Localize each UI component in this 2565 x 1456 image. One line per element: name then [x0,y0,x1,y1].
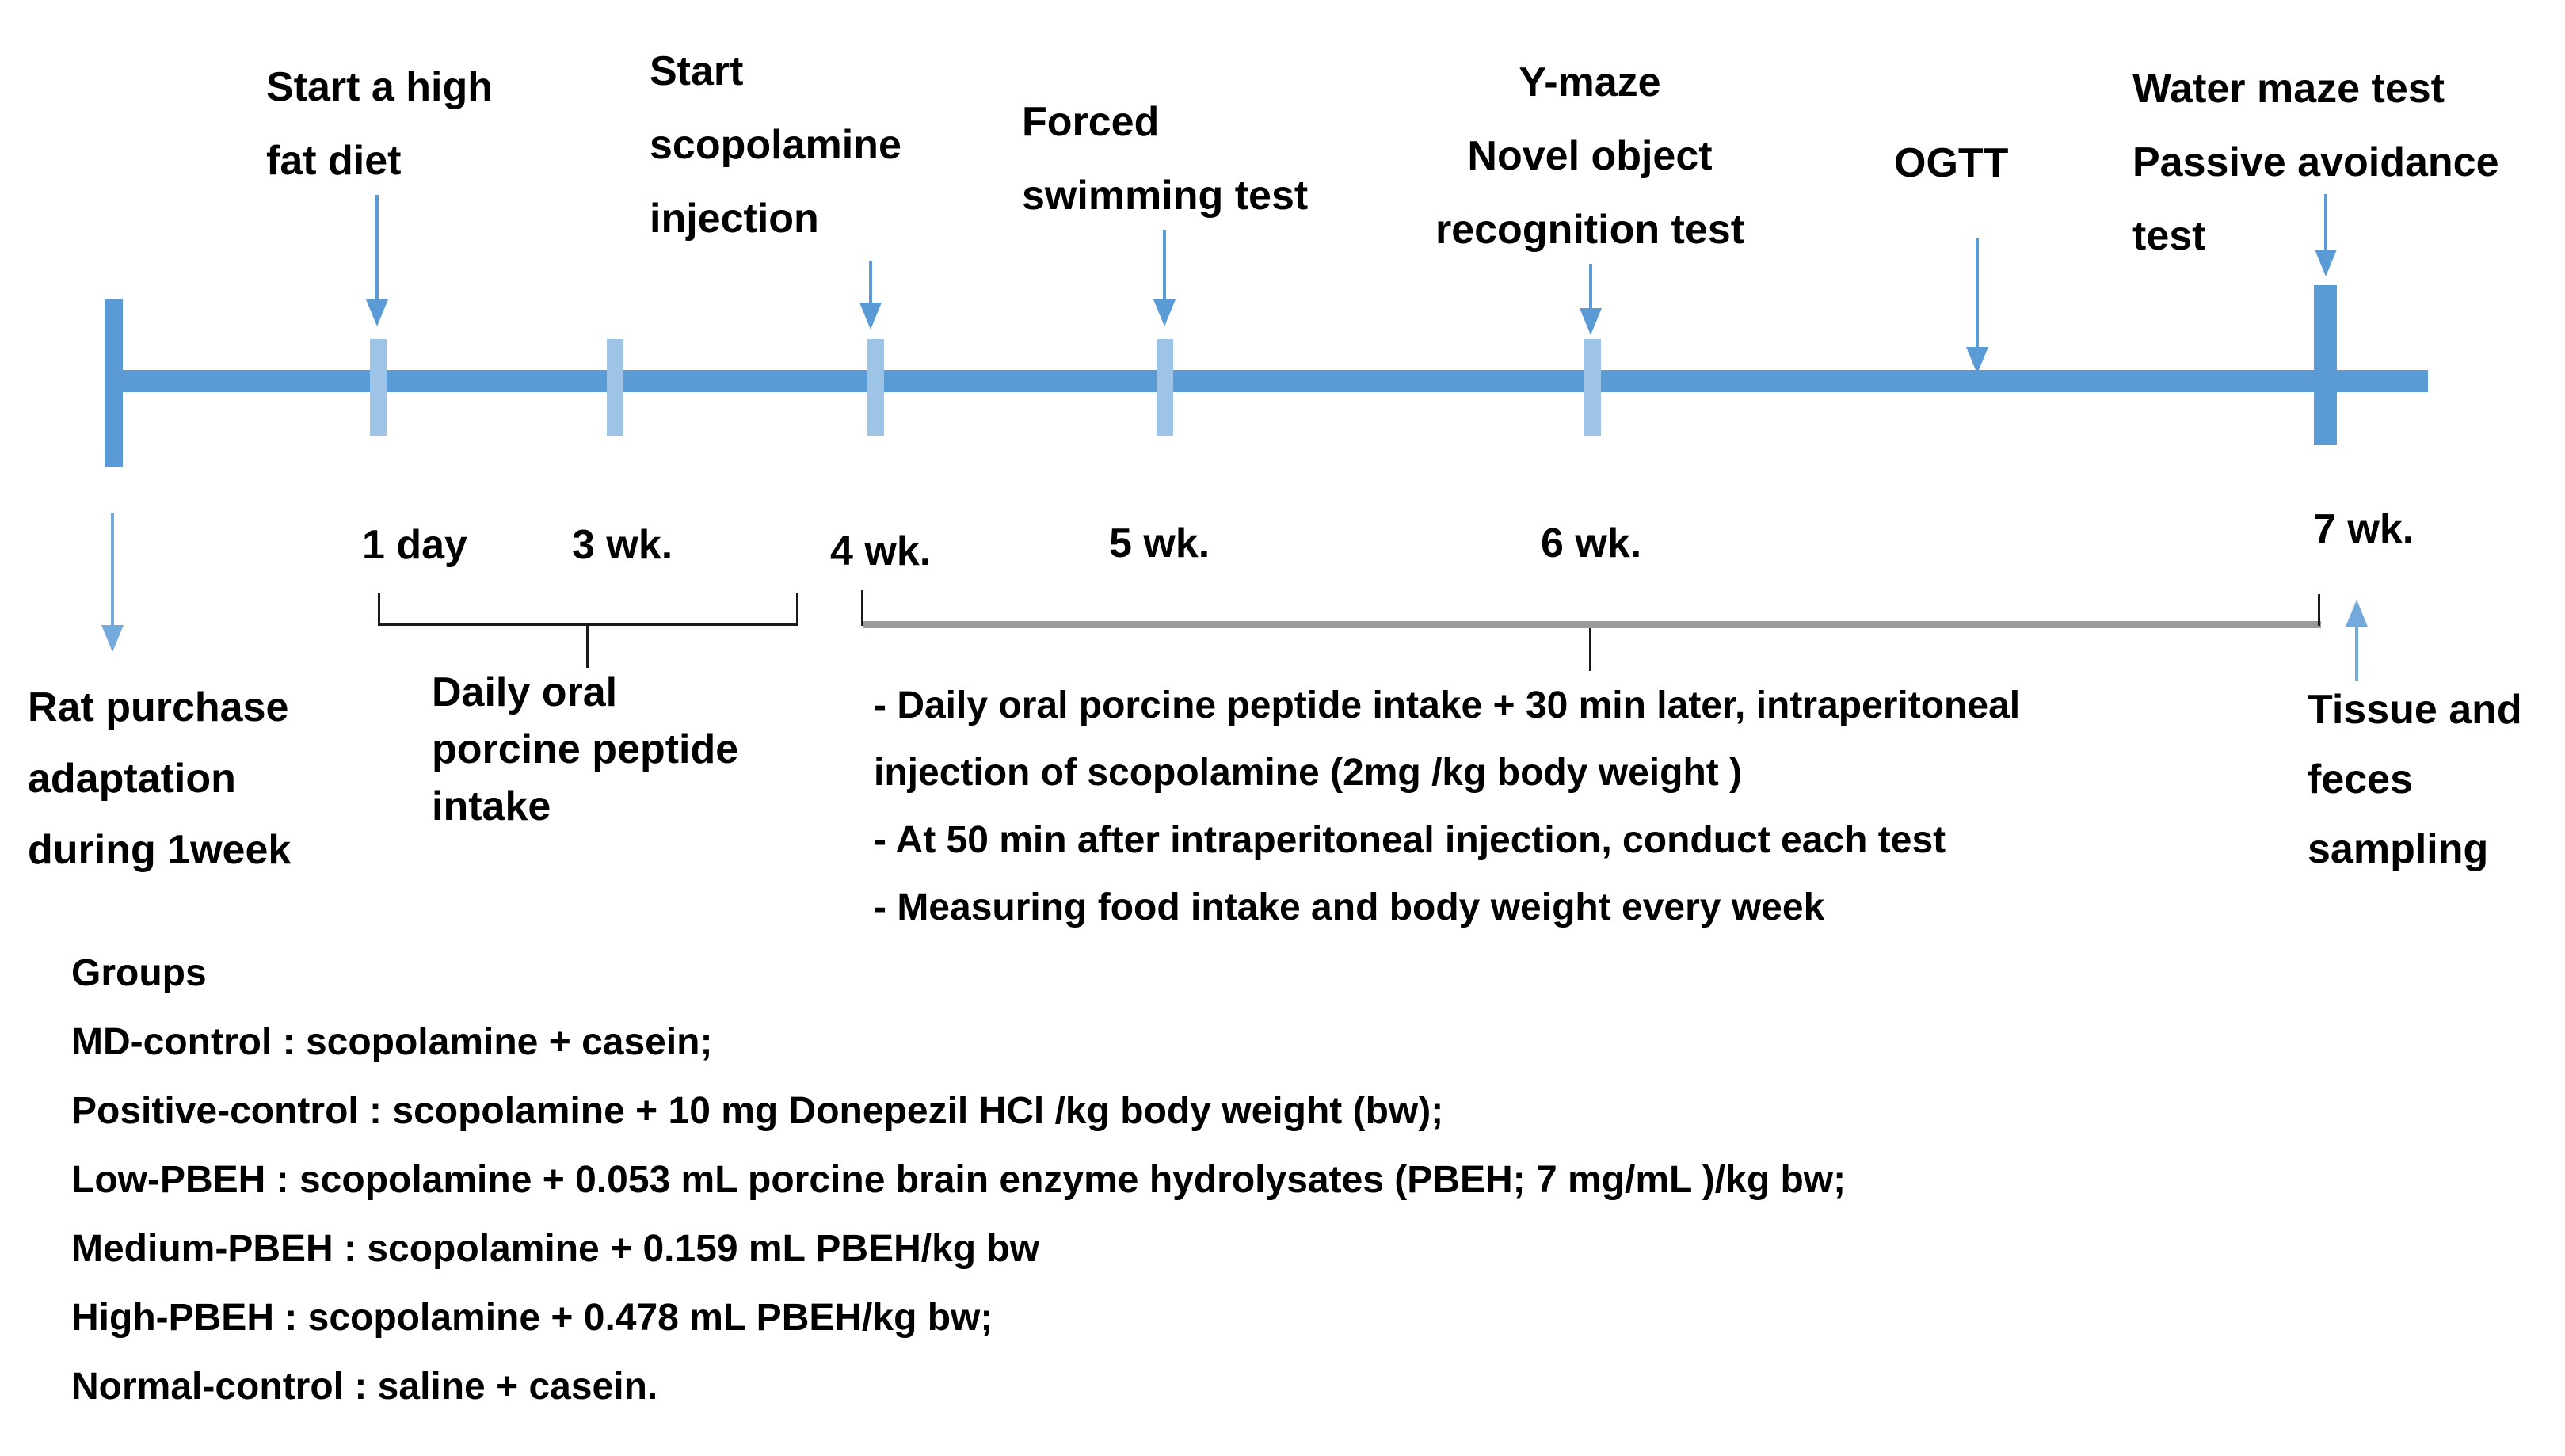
down-arrow [101,513,124,652]
down-arrow [2315,194,2337,276]
timeline-start-cap [105,299,123,467]
groups-section: Groups MD-control : scopolamine + casein… [71,939,1846,1421]
note-protocol: - Daily oral porcine peptide intake + 30… [874,672,2020,941]
brace-stem [586,626,589,668]
event-label-water-maze: Water maze test Passive avoidance test [2132,52,2499,273]
brace-end [2318,594,2320,626]
arrow-head-icon [1153,299,1176,326]
note-tissue-sampling: Tissue and feces sampling [2308,675,2522,884]
event-label-forced-swimming: Forced swimming test [1022,86,1308,233]
event-label-line: Y-maze [1519,59,1661,105]
event-label-line: swimming test [1022,173,1309,219]
arrow-head-icon [366,299,388,326]
arrow-shaft [375,195,379,299]
week-label-1-day: 1 day [362,522,467,568]
event-label-line: Start a high [266,64,494,110]
brace-end [378,593,380,626]
timeline-tick [1157,339,1173,436]
arrow-head-icon [1580,308,1602,335]
event-label-line: fat diet [266,138,402,184]
event-label-ogtt: OGTT [1894,127,2008,200]
event-label-line: OGTT [1894,140,2009,186]
arrow-head-icon [1966,347,1988,374]
brace-end [861,590,863,626]
arrow-head-icon [2346,600,2368,627]
arrow-head-icon [101,625,124,652]
event-label-high-fat-diet: Start a high fat diet [266,51,493,198]
timeline-tick [370,339,387,436]
note-line: feces [2308,757,2413,802]
arrow-shaft [2324,194,2327,250]
arrow-shaft [2355,623,2358,681]
brace-bar [378,623,798,626]
group-item: Medium-PBEH : scopolamine + 0.159 mL PBE… [71,1228,1040,1270]
timeline-tick [1584,339,1601,436]
arrow-head-icon [2315,250,2337,276]
timeline-tick [867,339,884,436]
arrow-shaft [1976,238,1979,347]
arrow-head-icon [859,303,882,330]
week-label-5-wk: 5 wk. [1109,520,1210,566]
brace-end [796,593,798,626]
note-daily-oral: Daily oral porcine peptide intake [432,664,738,835]
up-arrow [2346,600,2368,681]
event-label-line: Novel object [1467,133,1713,179]
note-line: adaptation [28,756,236,802]
event-label-scopolamine-injection: Start scopolamine injection [650,35,901,256]
event-label-line: Start [650,48,744,94]
down-arrow [1580,264,1602,335]
protocol-line: - Daily oral porcine peptide intake + 30… [874,684,2021,726]
note-line: porcine peptide [432,726,739,772]
event-label-y-maze: Y-maze Novel object recognition test [1392,46,1788,267]
down-arrow [1153,230,1176,326]
week-label-7-wk: 7 wk. [2313,506,2414,552]
note-line: during 1week [28,827,292,873]
event-label-line: test [2132,213,2206,259]
arrow-shaft [869,261,872,303]
event-label-line: Water maze test [2132,66,2445,112]
brace-stem [1589,628,1591,671]
arrow-shaft [1163,230,1166,299]
protocol-line: - At 50 min after intraperitoneal inject… [874,819,1946,861]
note-rat-purchase: Rat purchase adaptation during 1week [28,672,291,886]
timeline-tick [607,339,623,436]
groups-title: Groups [71,952,207,994]
group-item: High-PBEH : scopolamine + 0.478 mL PBEH/… [71,1297,993,1339]
note-line: Rat purchase [28,684,289,730]
arrow-shaft [1589,264,1592,308]
down-arrow [366,195,388,326]
protocol-line: - Measuring food intake and body weight … [874,886,1825,928]
protocol-line: injection of scopolamine (2mg /kg body w… [874,752,1743,794]
group-item: Low-PBEH : scopolamine + 0.053 mL porcin… [71,1159,1847,1201]
event-label-line: recognition test [1435,207,1745,253]
brace-bar [863,621,2321,628]
event-label-line: Passive avoidance [2132,139,2499,185]
note-line: Daily oral [432,669,618,715]
down-arrow [859,261,882,330]
group-item: Normal-control : saline + casein. [71,1366,658,1408]
event-label-line: injection [650,196,819,242]
group-item: Positive-control : scopolamine + 10 mg D… [71,1090,1444,1132]
event-label-line: scopolamine [650,122,901,168]
event-label-line: Forced [1022,99,1160,145]
timeline-end-cap [2314,285,2337,445]
note-line: intake [432,783,551,829]
week-label-6-wk: 6 wk. [1541,520,1642,566]
note-line: Tissue and [2308,687,2522,733]
week-label-4-wk: 4 wk. [830,528,932,574]
note-line: sampling [2308,826,2489,872]
timeline-axis [111,370,2428,392]
down-arrow [1966,238,1988,374]
week-label-3-wk: 3 wk. [572,522,673,568]
group-item: MD-control : scopolamine + casein; [71,1021,713,1063]
arrow-shaft [111,513,114,625]
